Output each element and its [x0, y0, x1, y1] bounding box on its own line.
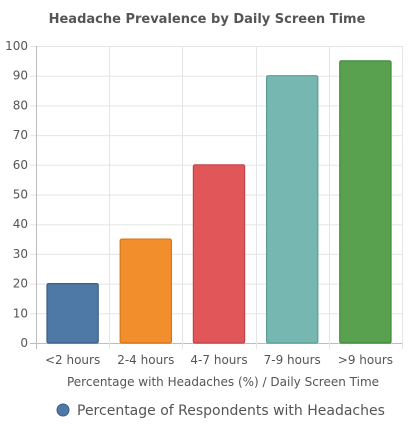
y-tick-label: 60 [13, 158, 28, 172]
x-tick-label: 4-7 hours [190, 353, 247, 367]
legend-label[interactable]: Percentage of Respondents with Headaches [77, 403, 385, 419]
x-tick-label: <2 hours [45, 353, 100, 367]
y-tick-label: 50 [13, 188, 28, 202]
legend-swatch[interactable] [56, 403, 70, 417]
y-tick-label: 40 [13, 217, 28, 231]
y-axis-ticks: 0 10 20 30 40 50 60 70 80 90 100 [5, 39, 28, 350]
y-tick-label: 90 [13, 69, 28, 83]
x-axis-ticks: <2 hours 2-4 hours 4-7 hours 7-9 hours >9 ho… [45, 353, 393, 367]
y-tick-label: 10 [13, 306, 28, 320]
x-axis-title: Percentage with Headaches (%) / Daily Sc… [67, 375, 379, 389]
bar[interactable] [339, 60, 392, 344]
y-tick-label: 70 [13, 128, 28, 142]
bar[interactable] [265, 75, 319, 344]
bar[interactable] [46, 283, 99, 344]
x-tick-label: >9 hours [338, 353, 393, 367]
bars [46, 60, 392, 344]
y-tick-label: 20 [13, 277, 28, 291]
chart-title: Headache Prevalence by Daily Screen Time [49, 12, 366, 27]
y-tick-label: 100 [5, 39, 28, 53]
y-tick-label: 30 [13, 247, 28, 261]
x-tick-label: 7-9 hours [264, 353, 321, 367]
legend[interactable]: Percentage of Respondents with Headaches [56, 403, 385, 419]
bar[interactable] [192, 164, 246, 344]
y-tick-label: 80 [13, 98, 28, 112]
bar[interactable] [119, 238, 173, 344]
y-tick-label: 0 [20, 336, 28, 350]
x-tick-label: 2-4 hours [117, 353, 174, 367]
